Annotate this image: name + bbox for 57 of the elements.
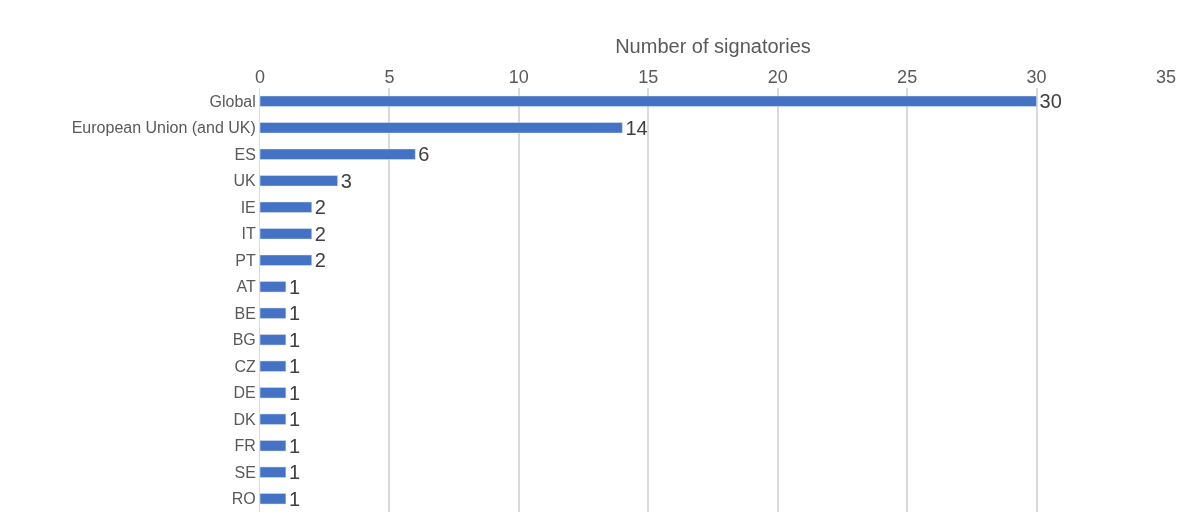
bar [260, 440, 287, 452]
x-tick-label: 25 [897, 67, 918, 88]
data-label: 3 [340, 169, 352, 192]
data-label: 1 [288, 355, 301, 378]
y-tick-label: DE [233, 384, 256, 402]
x-tick-label: 35 [1155, 67, 1177, 88]
data-label: 2 [314, 222, 326, 245]
bar [260, 148, 416, 160]
y-tick-label: ES [234, 145, 256, 163]
data-label: 1 [288, 408, 301, 431]
y-tick-label: UK [233, 172, 257, 190]
y-tick-label: RO [231, 490, 256, 508]
data-label: 2 [314, 249, 326, 272]
x-tick-label: 0 [254, 67, 266, 88]
data-label: 30 [1039, 90, 1062, 113]
y-tick-label: CZ [234, 357, 257, 375]
y-tick-label: BE [234, 304, 256, 322]
x-tick-label: 20 [767, 67, 788, 88]
y-tick-label: AT [236, 278, 257, 296]
x-tick-label: 5 [384, 67, 395, 88]
bar [260, 387, 287, 399]
y-tick-label: IT [241, 225, 257, 243]
bar [260, 360, 287, 372]
data-label: 14 [625, 116, 648, 139]
x-axis-title: Number of signatories [615, 34, 811, 57]
bar [260, 334, 287, 346]
y-tick-label: BG [232, 331, 256, 349]
y-tick-label: European Union (and UK) [71, 119, 256, 137]
y-tick-label: FR [234, 437, 256, 455]
data-label: 1 [288, 302, 301, 325]
bar [260, 466, 287, 478]
x-tick-label: 10 [508, 67, 529, 88]
data-label: 1 [288, 434, 301, 457]
bar [260, 307, 287, 319]
x-tick-label: 15 [638, 67, 659, 88]
bar [260, 254, 313, 266]
bar [260, 95, 1037, 107]
y-tick-label: DK [233, 410, 257, 428]
bar [260, 281, 287, 293]
data-label: 2 [314, 196, 326, 219]
bar [260, 413, 287, 425]
y-tick-label: SE [234, 463, 256, 481]
data-label: 1 [288, 275, 301, 298]
bar [260, 122, 623, 134]
y-tick-label: IE [240, 198, 256, 216]
x-tick-label: 30 [1026, 67, 1047, 88]
bar [260, 201, 313, 213]
data-label: 1 [288, 487, 301, 510]
data-label: 6 [418, 143, 430, 166]
data-label: 1 [288, 381, 301, 404]
y-tick-label: Global [209, 92, 256, 110]
data-label: 1 [288, 328, 301, 351]
bar [260, 493, 287, 505]
bar [260, 175, 338, 187]
data-label: 1 [288, 461, 301, 484]
bar [260, 228, 313, 240]
y-tick-label: PT [235, 251, 257, 269]
